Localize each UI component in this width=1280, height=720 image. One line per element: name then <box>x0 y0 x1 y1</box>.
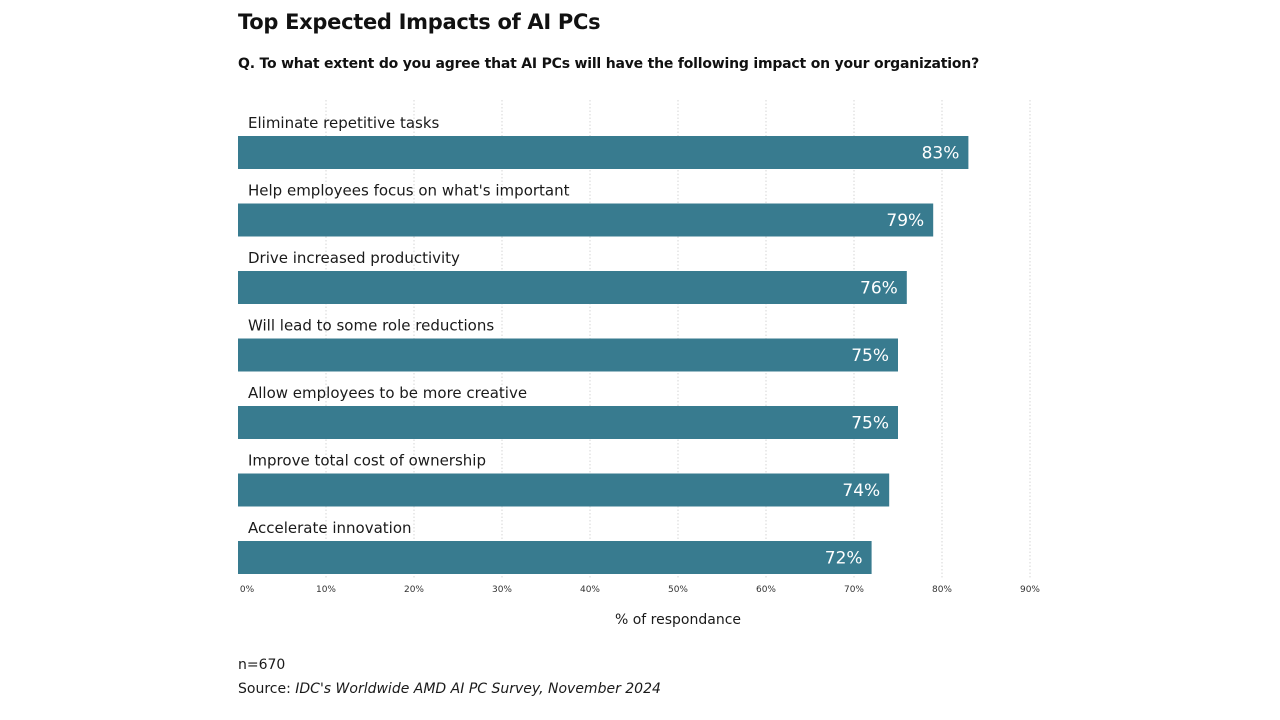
category-label: Drive increased productivity <box>248 249 460 267</box>
category-label: Help employees focus on what's important <box>248 182 570 200</box>
data-label: 75% <box>851 414 889 434</box>
category-label: Eliminate repetitive tasks <box>248 114 440 132</box>
bar <box>238 541 872 574</box>
category-label: Will lead to some role reductions <box>248 317 494 335</box>
bar-group: Eliminate repetitive tasks 83% <box>238 114 969 169</box>
x-tick-label: 40% <box>580 585 600 595</box>
data-label: 72% <box>825 549 863 569</box>
chart-title: Top Expected Impacts of AI PCs <box>238 10 601 34</box>
sample-size-note: n=670 <box>238 657 286 673</box>
bar <box>238 203 934 237</box>
source-citation: Source: IDC's Worldwide AMD AI PC Survey… <box>238 681 661 697</box>
category-label: Allow employees to be more creative <box>248 384 527 402</box>
source-text: IDC's Worldwide AMD AI PC Survey, Novemb… <box>295 681 661 697</box>
data-label: 75% <box>851 346 889 366</box>
bar <box>238 136 969 169</box>
category-label: Accelerate innovation <box>248 519 412 537</box>
bar-group: Accelerate innovation 72% <box>238 519 872 574</box>
bar <box>238 473 890 507</box>
x-tick-label: 60% <box>756 585 776 595</box>
data-label: 74% <box>842 481 880 501</box>
bar <box>238 406 898 439</box>
bar-chart: Eliminate repetitive tasks 83% Help employ… <box>238 100 1041 628</box>
data-label: 76% <box>860 279 898 299</box>
bar-group: Improve total cost of ownership 74% <box>238 452 890 507</box>
x-tick-label: 10% <box>316 585 336 595</box>
bar-group: Will lead to some role reductions 75% <box>238 317 898 372</box>
bar-group: Help employees focus on what's important… <box>238 182 934 237</box>
x-tick-label: 50% <box>668 585 688 595</box>
bar <box>238 338 898 372</box>
x-tick-label: 90% <box>1020 585 1040 595</box>
bar-group: Allow employees to be more creative 75% <box>238 384 898 439</box>
bar <box>238 271 907 304</box>
x-tick-label: 30% <box>492 585 512 595</box>
bars: Eliminate repetitive tasks 83% Help employ… <box>238 114 969 574</box>
x-axis-title: % of respondance <box>615 612 741 628</box>
source-prefix: Source: <box>238 681 296 697</box>
category-label: Improve total cost of ownership <box>248 452 486 470</box>
x-tick-label: 0% <box>240 585 255 595</box>
x-axis-ticks: 0% 10% 20% 30% 40% 50% 60% 70% 80% 90% <box>240 585 1041 595</box>
data-label: 79% <box>886 211 924 231</box>
data-label: 83% <box>922 144 960 164</box>
x-tick-label: 80% <box>932 585 952 595</box>
chart-subtitle: Q. To what extent do you agree that AI P… <box>238 56 979 72</box>
x-tick-label: 70% <box>844 585 864 595</box>
bar-group: Drive increased productivity 76% <box>238 249 907 304</box>
x-tick-label: 20% <box>404 585 424 595</box>
